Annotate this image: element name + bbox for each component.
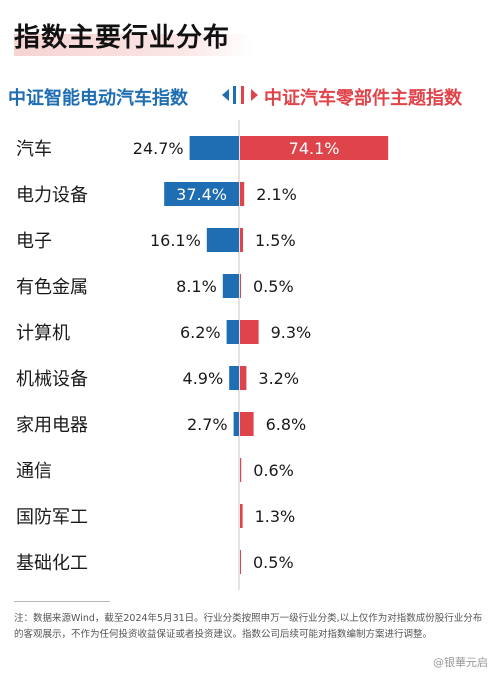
data-label-right: 1.5%: [255, 231, 296, 250]
data-label-left: 4.9%: [183, 369, 224, 388]
data-label-right: 0.6%: [253, 461, 294, 480]
footnote: 注：数据来源Wind，截至2024年5月31日。行业分类按照申万一级行业分类,以…: [14, 613, 483, 640]
bar-left: [226, 320, 239, 344]
category-label: 国防军工: [16, 507, 88, 528]
data-label-right: 6.8%: [266, 415, 307, 434]
triangle-right-icon: [251, 89, 258, 101]
category-label: 通信: [16, 461, 52, 482]
bar-right: [240, 136, 389, 160]
category-label: 电子: [16, 231, 52, 252]
bar-right: [240, 228, 243, 252]
bar-left: [206, 228, 239, 252]
watermark: @银華元启: [433, 656, 488, 669]
category-label: 机械设备: [16, 369, 88, 390]
bar-right: [240, 550, 241, 574]
bar-left: [229, 366, 239, 390]
legend-right-label: 中证汽车零部件主题指数: [264, 88, 462, 109]
bar-left: [189, 136, 239, 160]
data-label-right: 3.2%: [258, 369, 299, 388]
note-divider: [14, 601, 110, 602]
category-label: 电力设备: [16, 185, 88, 206]
category-label: 基础化工: [16, 553, 88, 574]
data-label-right: 0.5%: [253, 277, 294, 296]
category-label: 计算机: [16, 323, 70, 344]
bar-right: [240, 504, 243, 528]
legend-divider-red: [241, 86, 244, 104]
data-label-left: 37.4%: [176, 185, 227, 204]
data-label-right: 9.3%: [271, 323, 312, 342]
bar-right: [240, 412, 254, 436]
title-block: 指数主要行业分布: [14, 18, 254, 58]
bar-right: [240, 182, 245, 206]
bar-right: [240, 320, 259, 344]
page-title: 指数主要行业分布: [14, 23, 231, 53]
category-label: 有色金属: [16, 277, 88, 298]
data-label-left: 8.1%: [176, 277, 217, 296]
data-label-left: 24.7%: [133, 139, 184, 158]
bar-left: [222, 274, 239, 298]
category-label: 汽车: [16, 139, 52, 160]
data-label-right: 1.3%: [255, 507, 296, 526]
bar-right: [240, 458, 242, 482]
triangle-left-icon: [222, 89, 229, 101]
category-label: 家用电器: [16, 415, 88, 436]
legend-divider-blue: [233, 86, 236, 104]
title-highlight: [14, 34, 254, 56]
data-label-right: 2.1%: [256, 185, 297, 204]
industry-distribution-chart: 汽车 24.7% 74.1% 电力设备 37.4% 2.1% 电子 16.1% 1.5% 有色金属…: [16, 120, 389, 590]
data-label-left: 6.2%: [180, 323, 221, 342]
data-label-right: 0.5%: [253, 553, 294, 572]
data-label-right: 74.1%: [289, 139, 340, 158]
bar-right: [240, 366, 247, 390]
data-label-left: 16.1%: [150, 231, 201, 250]
bar-right: [240, 274, 241, 298]
data-label-left: 2.7%: [187, 415, 228, 434]
legend-left-label: 中证智能电动汽车指数: [8, 88, 188, 109]
bar-left: [164, 182, 239, 206]
bar-left: [233, 412, 239, 436]
